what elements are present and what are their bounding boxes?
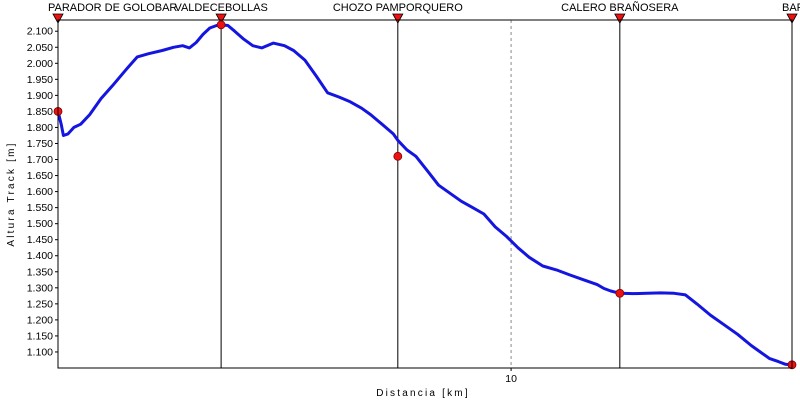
waypoint-label: CHOZO PAMPORQUERO (333, 2, 463, 14)
y-tick-label: 1.300 (27, 282, 53, 294)
y-tick-label: 1.100 (27, 346, 53, 358)
y-tick-label: 1.900 (27, 90, 53, 102)
waypoint-label: BAR (782, 2, 800, 14)
waypoint-flag-icon (786, 13, 798, 24)
y-tick-label: 1.400 (27, 250, 53, 262)
waypoint-point (393, 151, 403, 161)
x-tick-label: 10 (505, 373, 517, 385)
waypoint-flag-icon (614, 13, 626, 24)
waypoint-markers (53, 20, 797, 370)
waypoint-point (615, 288, 625, 298)
waypoint-point (216, 20, 226, 30)
elevation-line-layer (56, 23, 794, 367)
y-tick-label: 1.500 (27, 218, 53, 230)
y-axis-ticks: 1.100 1.150 1.200 1.250 1.300 1.350 1.400 1.450… (27, 26, 517, 385)
y-tick-label: 1.200 (27, 314, 53, 326)
y-tick-label: 2.050 (27, 42, 53, 54)
y-tick-label: 1.250 (27, 298, 53, 310)
waypoint-flag-icon (215, 13, 227, 24)
y-tick-label: 1.650 (27, 170, 53, 182)
x-axis-title: Distancia [km] (376, 388, 470, 399)
y-tick-label: 1.550 (27, 202, 53, 214)
y-tick-label: 1.700 (27, 154, 53, 166)
y-tick-label: 1.750 (27, 138, 53, 150)
elevation-line (56, 23, 794, 367)
y-tick-label: 1.450 (27, 234, 53, 246)
y-axis-title: Altura Track [m] (6, 141, 17, 246)
y-tick-label: 2.000 (27, 58, 53, 70)
y-tick-label: 1.350 (27, 266, 53, 278)
y-tick-label: 1.950 (27, 74, 53, 86)
waypoint-flag-icon (52, 13, 64, 24)
y-tick-label: 1.800 (27, 122, 53, 134)
waypoint-label: PARADOR DE GOLOBAR (48, 2, 177, 14)
waypoint-flag-icon (392, 13, 404, 24)
y-tick-label: 2.100 (27, 26, 53, 38)
plot-frame (57, 19, 793, 369)
y-tick-label: 1.150 (27, 330, 53, 342)
waypoint-label: CALERO BRAÑOSERA (561, 1, 679, 14)
waypoint-label: VALDECEBOLLAS (174, 2, 267, 14)
y-tick-label: 1.600 (27, 186, 53, 198)
y-tick-label: 1.850 (27, 106, 53, 118)
